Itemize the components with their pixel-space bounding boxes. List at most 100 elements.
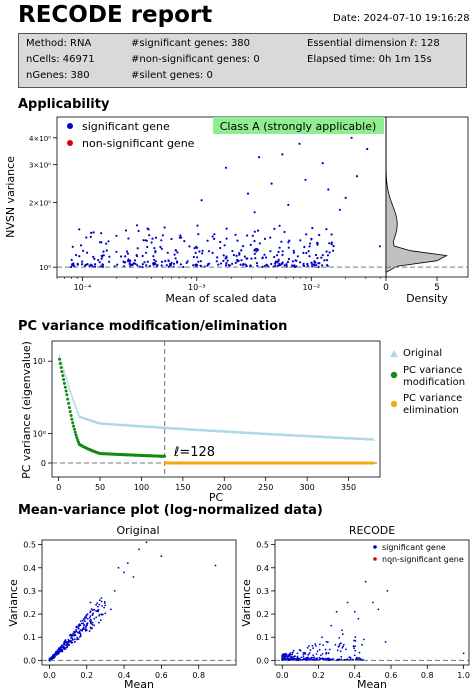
mv-point: [324, 657, 327, 660]
density-tick-label-0: 0: [383, 283, 389, 293]
applicability-point: [115, 234, 118, 237]
applicability-point: [378, 245, 381, 248]
applicability-point: [208, 262, 211, 265]
applicability-point: [256, 264, 259, 267]
applicability-point: [277, 260, 280, 263]
applicability-point: [242, 245, 245, 248]
mv-point: [91, 621, 94, 624]
mv-point: [64, 639, 67, 641]
applicability-point: [250, 257, 253, 260]
applicability-point: [160, 264, 163, 267]
applicability-point: [315, 264, 318, 267]
mv-point: [286, 658, 289, 660]
mv-point: [324, 648, 327, 651]
mv-y-tick-label: 0.4: [256, 564, 269, 573]
applicability-point: [71, 245, 74, 248]
mv-y-tick-label: 0.0: [23, 656, 36, 665]
applicability-point: [254, 257, 257, 260]
applicability-point: [105, 249, 108, 252]
applicability-point: [310, 261, 313, 264]
applicability-point: [251, 234, 254, 237]
pc-modification-point: [64, 389, 68, 393]
report-date: Date: 2024-07-10 19:16:28: [333, 13, 470, 24]
mv-point: [145, 541, 148, 544]
mv-recode-x-ticks: 0.0 0.2 0.4 0.6 0.8 1.0: [276, 665, 470, 680]
mv-point: [346, 601, 349, 604]
mv-point: [354, 640, 357, 642]
mv-x-tick-label: 0.8: [192, 671, 205, 680]
applicability-point: [308, 255, 311, 258]
mv-point: [294, 655, 296, 658]
applicability-point: [188, 245, 191, 248]
mv-point: [304, 657, 307, 660]
applicability-point: [215, 260, 218, 263]
mv-point: [98, 599, 101, 602]
applicability-point: [108, 260, 111, 263]
mv-point: [86, 618, 89, 620]
mv-point: [90, 622, 92, 625]
mv-legend-label-significant: significant gene: [382, 543, 446, 552]
applicability-point: [211, 235, 214, 238]
applicability-point: [116, 263, 119, 266]
mv-point: [354, 636, 357, 639]
applicability-point: [163, 226, 166, 229]
applicability-point: [321, 162, 324, 165]
applicability-point: [255, 250, 258, 253]
mv-point: [326, 641, 329, 643]
applicability-point: [89, 263, 92, 266]
mv-point: [160, 555, 163, 558]
applicability-point: [240, 259, 243, 262]
mv-point: [307, 653, 310, 656]
mv-point: [100, 597, 103, 599]
applicability-point: [70, 265, 73, 269]
mv-x-tick-label: 0.2: [312, 671, 325, 680]
mv-point: [214, 564, 217, 567]
applicability-point: [119, 255, 123, 258]
applicability-point: [285, 263, 288, 266]
applicability-point: [330, 241, 333, 244]
mv-point: [340, 642, 342, 645]
mv-point: [341, 633, 344, 636]
mv-point: [315, 645, 317, 647]
mv-point: [61, 650, 64, 652]
mv-point: [97, 609, 99, 611]
mv-point: [346, 658, 349, 661]
pc-original-point: [64, 376, 68, 380]
pc-plot-frame: [51, 340, 381, 478]
pc-y-ticks: 0 10⁰ 10¹: [33, 357, 52, 468]
mv-x-tick-label: 0.6: [385, 671, 398, 680]
mv-point: [342, 645, 344, 648]
applicability-point: [328, 242, 331, 245]
pc-x-tick-label: 100: [134, 483, 149, 492]
mv-point: [302, 652, 305, 654]
applicability-point: [296, 255, 299, 258]
mv-point: [361, 643, 363, 646]
mv-point: [126, 562, 129, 564]
mv-point: [74, 634, 76, 636]
summary-box: Method: RNA nCells: 46971 nGenes: 380 #s…: [18, 33, 467, 88]
applicability-point: [311, 227, 314, 230]
summary-nonsignificant-genes: #non-significant genes: 0: [131, 54, 260, 65]
mv-point: [84, 628, 87, 631]
applicability-point: [182, 265, 185, 269]
mv-point: [309, 649, 312, 652]
mv-point: [296, 655, 299, 658]
applicability-point: [275, 260, 278, 263]
applicability-point: [107, 240, 110, 243]
applicability-point: [286, 260, 289, 264]
mv-point: [358, 651, 361, 654]
mv-point: [74, 631, 77, 634]
applicability-point: [258, 156, 261, 159]
applicability-point: [280, 240, 283, 243]
mv-point: [96, 602, 99, 604]
mv-point: [356, 658, 358, 661]
applicability-point: [137, 229, 140, 233]
applicability-point: [281, 262, 284, 265]
mv-y-tick-label: 0.2: [256, 610, 269, 619]
mv-point: [372, 601, 374, 604]
applicability-point: [94, 265, 97, 268]
mv-point: [291, 653, 293, 656]
applicability-point: [102, 250, 105, 253]
mv-point: [349, 658, 352, 661]
mv-point: [65, 641, 67, 644]
